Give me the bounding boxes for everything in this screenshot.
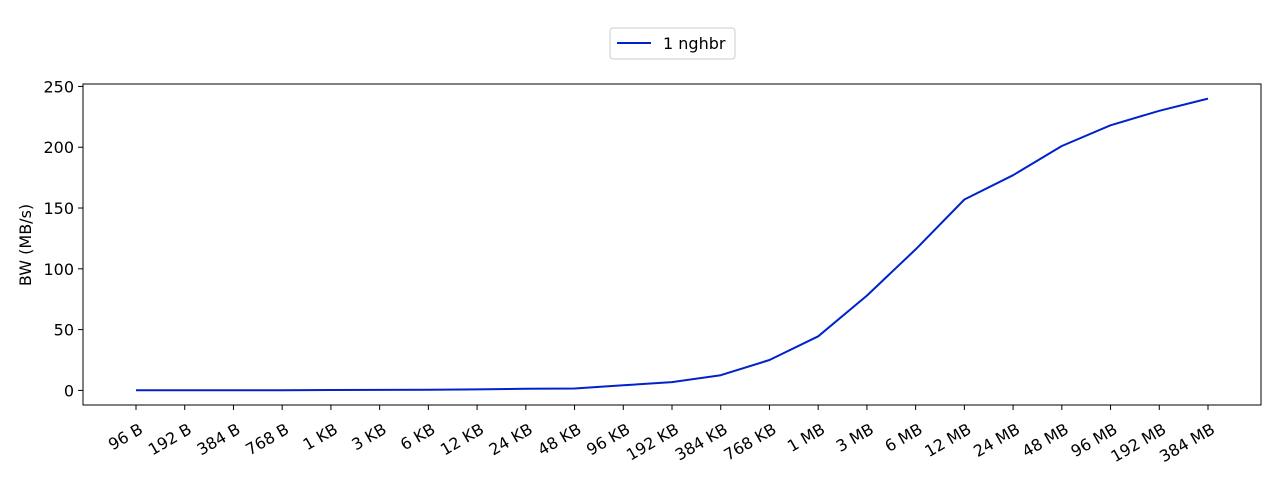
x-tick-label: 1 KB [300,419,341,454]
x-tick-label: 384 B [194,419,244,459]
x-tick-label: 384 KB [672,419,731,464]
x-tick-label: 3 KB [348,419,389,454]
x-tick-label: 48 MB [1019,419,1072,461]
x-tick-label: 768 B [242,419,292,459]
y-tick-label: 200 [43,138,74,157]
x-tick-label: 24 MB [970,419,1023,461]
x-tick-label: 192 MB [1107,419,1169,466]
x-tick-label: 24 KB [486,419,536,459]
legend-box [609,27,736,60]
x-tick-label: 768 KB [721,419,780,464]
legend: 1 nghbr [609,27,736,60]
legend-label-1-nghbr: 1 nghbr [663,34,726,53]
series-layer [135,97,1209,392]
y-tick-label: 0 [64,381,74,400]
x-tick-label: 12 MB [921,419,974,461]
y-axis-ticks: 0 50 100 150 200 250 [43,77,83,400]
x-tick-label: 192 KB [623,419,682,464]
y-tick-label: 250 [43,77,74,96]
x-tick-label: 6 MB [881,419,925,455]
x-tick-label: 384 MB [1156,419,1218,466]
y-tick-label: 150 [43,199,74,218]
y-axis-label: BW (MB/s) [16,204,35,286]
series-line-1-nghbr [136,97,1209,392]
plot-area-frame [82,83,1262,406]
x-tick-label: 12 KB [437,419,487,459]
x-tick-label: 96 B [105,419,146,454]
y-tick-label: 100 [43,260,74,279]
x-tick-label: 192 B [145,419,195,459]
x-tick-label: 6 KB [397,419,438,454]
y-tick-label: 50 [54,321,74,340]
x-tick-label: 1 MB [784,419,828,455]
x-tick-label: 3 MB [833,419,877,455]
x-tick-label: 48 KB [534,419,584,459]
